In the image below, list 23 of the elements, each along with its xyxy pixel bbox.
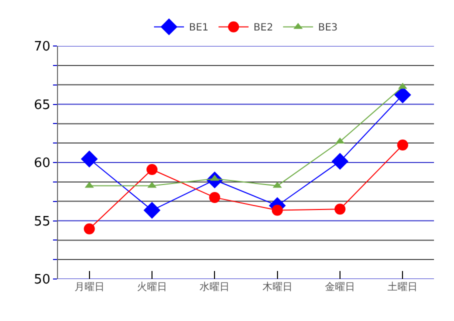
point [84, 223, 95, 234]
point [397, 140, 408, 151]
x-tick-label: 水曜日 [200, 281, 230, 293]
point [332, 152, 348, 170]
x-tick-label: 月曜日 [74, 281, 104, 293]
point [144, 202, 160, 219]
y-tick-label: 60 [34, 156, 50, 172]
y-tick-label: 55 [34, 214, 50, 230]
x-tick-label: 金曜日 [325, 281, 355, 293]
x-tick-label: 土曜日 [388, 281, 418, 293]
point [146, 164, 158, 175]
point [272, 204, 283, 216]
legend-label: BE1 [189, 22, 209, 34]
x-tick-label: 火曜日 [137, 281, 167, 293]
y-tick-label: 70 [34, 40, 50, 55]
y-tick-label: 50 [34, 272, 50, 288]
legend-label: BE2 [254, 22, 274, 34]
point [334, 204, 346, 215]
x-tick-label: 木曜日 [262, 281, 292, 293]
y-tick-label: 65 [34, 98, 50, 113]
point [209, 192, 220, 203]
point [80, 150, 98, 168]
legend-label: BE3 [318, 22, 338, 34]
